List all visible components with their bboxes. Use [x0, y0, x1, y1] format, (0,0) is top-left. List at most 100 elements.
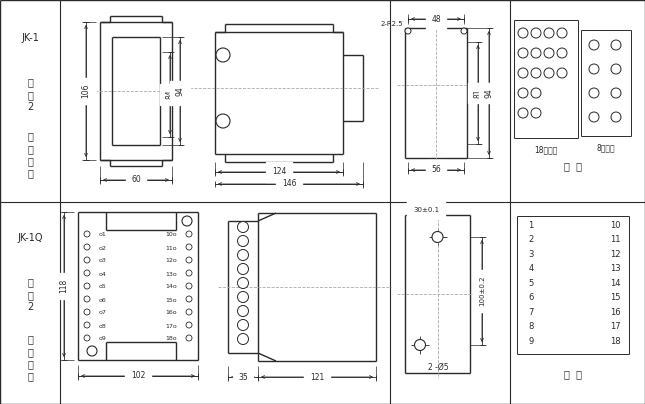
- Circle shape: [557, 68, 567, 78]
- Circle shape: [87, 346, 97, 356]
- Text: 15: 15: [610, 293, 620, 302]
- Circle shape: [84, 309, 90, 315]
- Circle shape: [237, 250, 248, 261]
- Text: 118: 118: [59, 279, 68, 293]
- Circle shape: [531, 108, 541, 118]
- Text: 15o: 15o: [165, 297, 177, 303]
- Circle shape: [611, 64, 621, 74]
- Circle shape: [237, 236, 248, 246]
- Text: 正  视: 正 视: [564, 369, 582, 379]
- Circle shape: [237, 333, 248, 345]
- Text: 11: 11: [610, 235, 620, 244]
- Text: 121: 121: [310, 372, 324, 381]
- Circle shape: [237, 221, 248, 232]
- Circle shape: [589, 64, 599, 74]
- Circle shape: [237, 292, 248, 303]
- Circle shape: [186, 270, 192, 276]
- Circle shape: [216, 48, 230, 62]
- Text: 106: 106: [81, 84, 90, 98]
- Text: 17o: 17o: [165, 324, 177, 328]
- Circle shape: [544, 28, 554, 38]
- Circle shape: [589, 40, 599, 50]
- Text: 146: 146: [282, 179, 296, 189]
- Text: 6: 6: [528, 293, 533, 302]
- Text: o3: o3: [99, 259, 107, 263]
- Text: o5: o5: [99, 284, 107, 290]
- Text: 9: 9: [528, 337, 533, 346]
- Text: 14o: 14o: [165, 284, 177, 290]
- Text: 12: 12: [610, 250, 620, 259]
- Circle shape: [186, 244, 192, 250]
- Text: 13o: 13o: [165, 271, 177, 276]
- Text: 10: 10: [610, 221, 620, 229]
- Circle shape: [589, 112, 599, 122]
- Text: 81: 81: [473, 88, 482, 98]
- Text: 56: 56: [431, 166, 441, 175]
- Circle shape: [544, 48, 554, 58]
- Circle shape: [186, 231, 192, 237]
- Circle shape: [186, 283, 192, 289]
- Text: 3: 3: [528, 250, 533, 259]
- Text: 94: 94: [175, 86, 184, 96]
- Circle shape: [237, 305, 248, 316]
- Text: 2: 2: [528, 235, 533, 244]
- Text: 18o: 18o: [165, 337, 177, 341]
- Text: 12o: 12o: [165, 259, 177, 263]
- Text: 14: 14: [610, 279, 620, 288]
- Text: 11o: 11o: [165, 246, 177, 250]
- Text: 16: 16: [610, 308, 620, 317]
- Text: JK-1Q: JK-1Q: [17, 233, 43, 243]
- Circle shape: [237, 320, 248, 330]
- Text: 17: 17: [610, 322, 620, 331]
- Circle shape: [84, 244, 90, 250]
- Text: 2-R2.5: 2-R2.5: [381, 21, 403, 27]
- Text: o7: o7: [99, 311, 107, 316]
- Circle shape: [611, 40, 621, 50]
- Circle shape: [461, 28, 467, 34]
- Text: 16o: 16o: [165, 311, 177, 316]
- Circle shape: [611, 112, 621, 122]
- Text: 100±0.2: 100±0.2: [479, 276, 485, 306]
- Circle shape: [531, 88, 541, 98]
- Text: 30±0.1: 30±0.1: [413, 207, 439, 213]
- Circle shape: [186, 309, 192, 315]
- Circle shape: [84, 283, 90, 289]
- Text: 84: 84: [166, 90, 175, 99]
- Circle shape: [182, 216, 192, 226]
- Circle shape: [557, 48, 567, 58]
- Circle shape: [531, 28, 541, 38]
- Circle shape: [84, 231, 90, 237]
- Text: 48: 48: [432, 15, 441, 23]
- Circle shape: [186, 296, 192, 302]
- Text: 124: 124: [272, 168, 286, 177]
- Text: 13: 13: [610, 264, 620, 273]
- Circle shape: [216, 114, 230, 128]
- Circle shape: [186, 335, 192, 341]
- Text: 94: 94: [484, 88, 493, 98]
- Text: 60: 60: [131, 175, 141, 185]
- Text: 18: 18: [610, 337, 620, 346]
- Text: 8点端子: 8点端子: [597, 143, 615, 152]
- Circle shape: [84, 257, 90, 263]
- Circle shape: [237, 263, 248, 274]
- Text: 板
后
接
线: 板 后 接 线: [27, 131, 33, 179]
- Text: 附
图
2: 附 图 2: [27, 278, 33, 312]
- Circle shape: [84, 335, 90, 341]
- Text: o1: o1: [99, 232, 107, 238]
- Text: 附
图
2: 附 图 2: [27, 78, 33, 112]
- Circle shape: [84, 322, 90, 328]
- Circle shape: [589, 88, 599, 98]
- Circle shape: [432, 231, 443, 242]
- Circle shape: [611, 88, 621, 98]
- Circle shape: [531, 68, 541, 78]
- Circle shape: [186, 257, 192, 263]
- Circle shape: [544, 68, 554, 78]
- Text: 8: 8: [528, 322, 533, 331]
- Circle shape: [405, 28, 411, 34]
- Text: 18点端子: 18点端子: [534, 145, 558, 154]
- Text: o2: o2: [99, 246, 107, 250]
- Text: 2 -Ø5: 2 -Ø5: [428, 362, 449, 372]
- Text: o8: o8: [99, 324, 107, 328]
- Text: o9: o9: [99, 337, 107, 341]
- Text: o4: o4: [99, 271, 107, 276]
